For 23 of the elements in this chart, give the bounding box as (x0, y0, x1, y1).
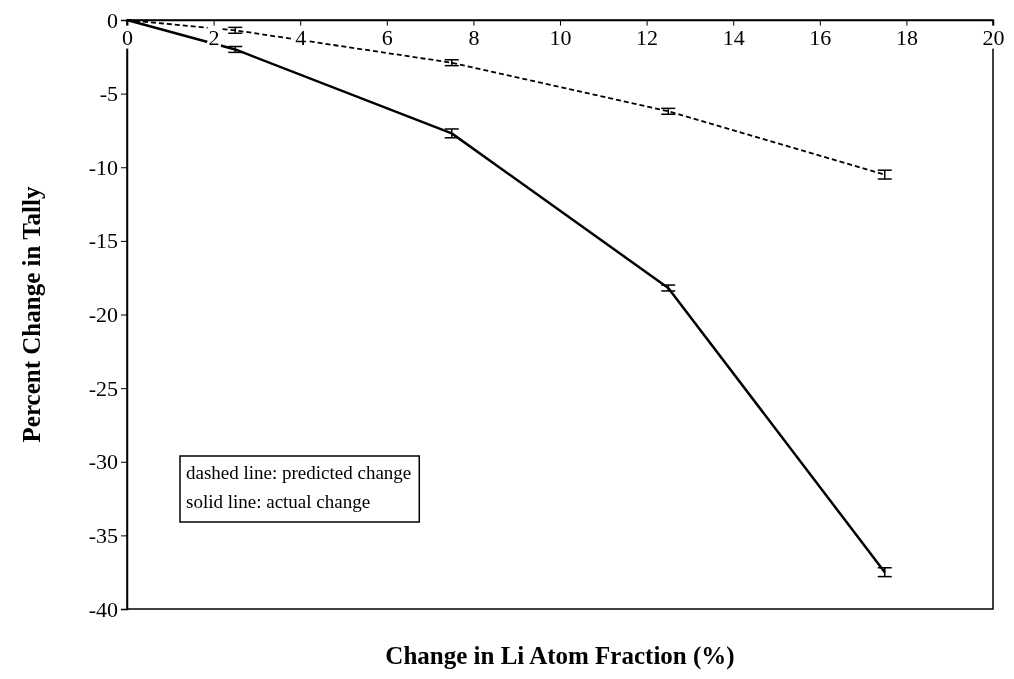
y-tick-label: -35 (88, 522, 118, 548)
x-tick-label: 6 (381, 24, 393, 50)
x-tick-label: 4 (295, 24, 307, 50)
y-tick-label: -40 (88, 596, 118, 622)
y-tick-label: -15 (88, 228, 118, 254)
x-axis-title: Change in Li Atom Fraction (%) (385, 642, 735, 670)
y-tick-label: -30 (88, 449, 118, 475)
y-tick-label: -5 (99, 81, 118, 107)
x-tick-label: 20 (982, 24, 1005, 50)
y-tick-label: -25 (88, 375, 118, 401)
x-tick-label: 2 (208, 24, 220, 50)
y-tick-label: -10 (88, 154, 118, 180)
x-tick-label: 10 (549, 24, 572, 50)
y-tick-label: -20 (88, 302, 118, 328)
annotation: solid line: actual change (186, 491, 371, 512)
x-tick-label: 12 (636, 24, 659, 50)
x-tick-label: 18 (895, 24, 918, 50)
y-tick-label: 0 (107, 7, 118, 33)
annotation: dashed line: predicted change (186, 462, 412, 483)
x-tick-label: 16 (809, 24, 832, 50)
x-tick-label: 8 (468, 24, 480, 50)
y-axis-title: Percent Change in Tally (18, 186, 45, 443)
x-tick-label: 14 (722, 24, 745, 50)
